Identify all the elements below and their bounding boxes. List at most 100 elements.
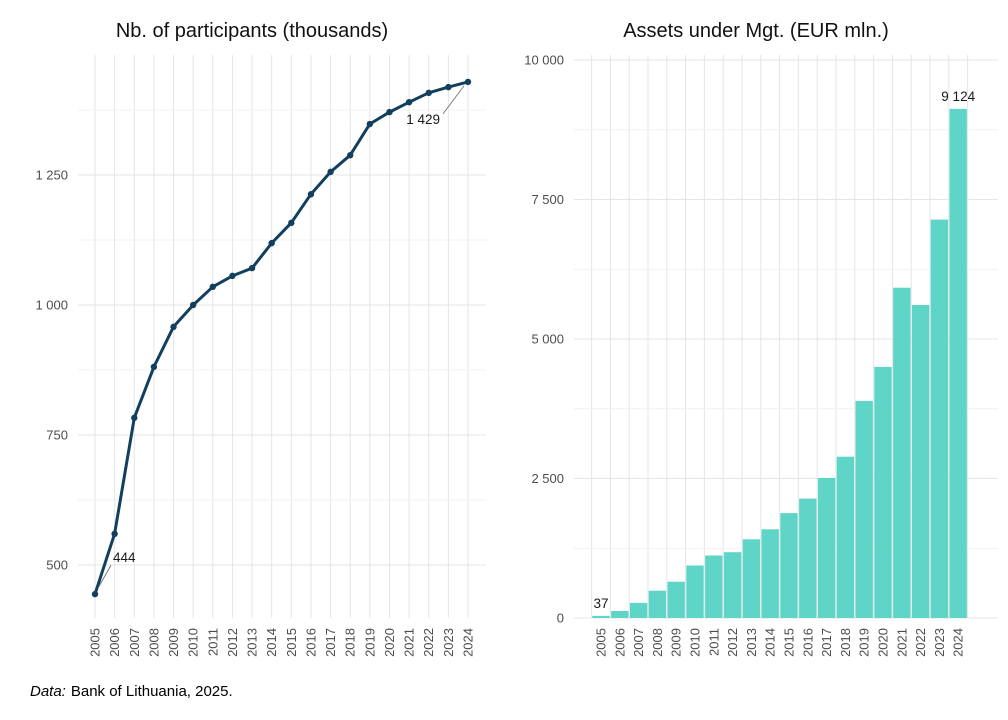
bar-2020 [874, 366, 892, 618]
bar-2019 [855, 400, 873, 618]
x-tick-label: 2023 [932, 628, 947, 657]
x-tick-label: 2019 [857, 628, 872, 657]
y-tick-label: 10 000 [524, 53, 564, 68]
line-point-2022 [425, 89, 432, 97]
x-tick-label: 2007 [127, 628, 142, 657]
x-tick-label: 2007 [631, 628, 646, 657]
line-point-2023 [445, 83, 452, 91]
annotation-label: 444 [113, 550, 136, 565]
right-chart-title: Assets under Mgt. (EUR mln.) [623, 20, 889, 42]
x-tick-label: 2006 [612, 628, 627, 657]
x-tick-label: 2015 [284, 628, 299, 657]
bar-2014 [761, 529, 779, 618]
line-point-2005 [91, 590, 99, 598]
x-tick-label: 2021 [894, 628, 909, 657]
line-point-2017 [327, 168, 334, 176]
bar-2010 [686, 565, 704, 618]
x-tick-label: 2009 [669, 628, 684, 657]
y-tick-label: 750 [46, 428, 68, 443]
y-tick-label: 0 [557, 611, 564, 626]
x-tick-label: 2010 [186, 628, 201, 657]
x-tick-label: 2023 [441, 628, 456, 657]
participants-line-chart: 500 750 1 000 1 250 2005 2006 2007 2008 2009 2010… [35, 55, 486, 657]
line-point-2021 [405, 99, 413, 106]
line-point-2018 [347, 152, 354, 159]
x-tick-label: 2024 [951, 628, 966, 657]
x-tick-label: 2005 [594, 628, 609, 657]
x-tick-label: 2021 [402, 628, 417, 657]
assets-bar-chart: 0 2 500 5 000 7 500 10 000 2005 2006 2007 2008 20… [524, 53, 998, 657]
y-tick-label: 2 500 [531, 471, 564, 486]
y-tick-label: 1 000 [35, 298, 68, 313]
line-point-2019 [366, 120, 374, 128]
x-tick-label: 2019 [362, 628, 377, 657]
line-point-2012 [229, 272, 236, 280]
x-tick-label: 2008 [650, 628, 665, 657]
source-note-text: Bank of Lithuania, 2025. [70, 683, 233, 700]
x-tick-label: 2006 [107, 628, 122, 657]
x-tick-label: 2013 [245, 628, 260, 657]
participants-line [93, 80, 470, 596]
x-tick-label: 2016 [800, 628, 815, 657]
annotation-leader [97, 564, 112, 589]
x-tick-label: 2011 [205, 628, 220, 656]
x-tick-label: 2014 [264, 628, 279, 657]
y-tick-label: 5 000 [531, 332, 564, 347]
x-tick-label: 2015 [782, 628, 797, 657]
bar-2012 [723, 552, 742, 618]
x-tick-label: 2014 [763, 628, 778, 657]
line-point-2011 [209, 283, 216, 290]
x-tick-label: 2022 [913, 628, 928, 657]
x-tick-label: 2020 [876, 628, 891, 657]
x-tick-label: 2017 [819, 628, 834, 657]
bar-2007 [629, 602, 648, 618]
bar-2005 [592, 615, 610, 618]
line-point-2024 [464, 78, 472, 86]
x-tick-label: 2024 [461, 628, 476, 657]
x-tick-label: 2020 [382, 628, 397, 657]
left-chart-title: Nb. of participants (thousands) [115, 20, 389, 42]
line-point-2015 [288, 219, 295, 227]
x-tick-label: 2022 [421, 628, 436, 657]
x-tick-label: 2005 [88, 628, 103, 657]
bar-2015 [780, 513, 798, 618]
x-tick-label: 2009 [166, 628, 181, 657]
x-tick-label: 2018 [838, 628, 853, 657]
x-tick-label: 2012 [725, 628, 740, 657]
bar-2017 [817, 477, 836, 618]
bar-2016 [799, 498, 817, 618]
y-tick-label: 1 250 [35, 168, 68, 183]
bar-2013 [742, 539, 761, 618]
source-note-label: Data: [30, 683, 66, 700]
x-tick-label: 2018 [343, 628, 358, 657]
bar-2009 [667, 581, 685, 618]
annotation-label: 37 [593, 596, 608, 611]
annotation-label: 9 124 [941, 89, 975, 104]
y-tick-label: 500 [46, 558, 68, 573]
annotation-leader [442, 85, 465, 115]
x-tick-label: 2013 [744, 628, 759, 657]
bar-2008 [648, 590, 667, 618]
bar-2021 [893, 287, 911, 618]
line-point-2014 [268, 239, 275, 247]
line-point-2016 [307, 191, 315, 198]
x-tick-label: 2011 [706, 628, 721, 656]
bar-2024 [949, 108, 967, 619]
bar-2022 [911, 305, 930, 618]
x-tick-label: 2017 [323, 628, 338, 657]
line-point-2013 [248, 264, 256, 272]
x-tick-label: 2010 [688, 628, 703, 657]
line-point-2008 [150, 363, 158, 371]
y-tick-label: 7 500 [531, 192, 564, 207]
line-point-2007 [131, 414, 138, 422]
bar-2023 [930, 219, 949, 618]
line-point-2010 [189, 301, 197, 309]
bar-2011 [705, 555, 723, 618]
source-note: Data: Bank of Lithuania, 2025. [30, 683, 233, 700]
bar-2018 [836, 456, 855, 618]
line-point-2006 [111, 530, 118, 537]
line-point-2009 [170, 323, 177, 331]
line-point-2020 [386, 108, 393, 116]
x-tick-label: 2012 [225, 628, 240, 657]
